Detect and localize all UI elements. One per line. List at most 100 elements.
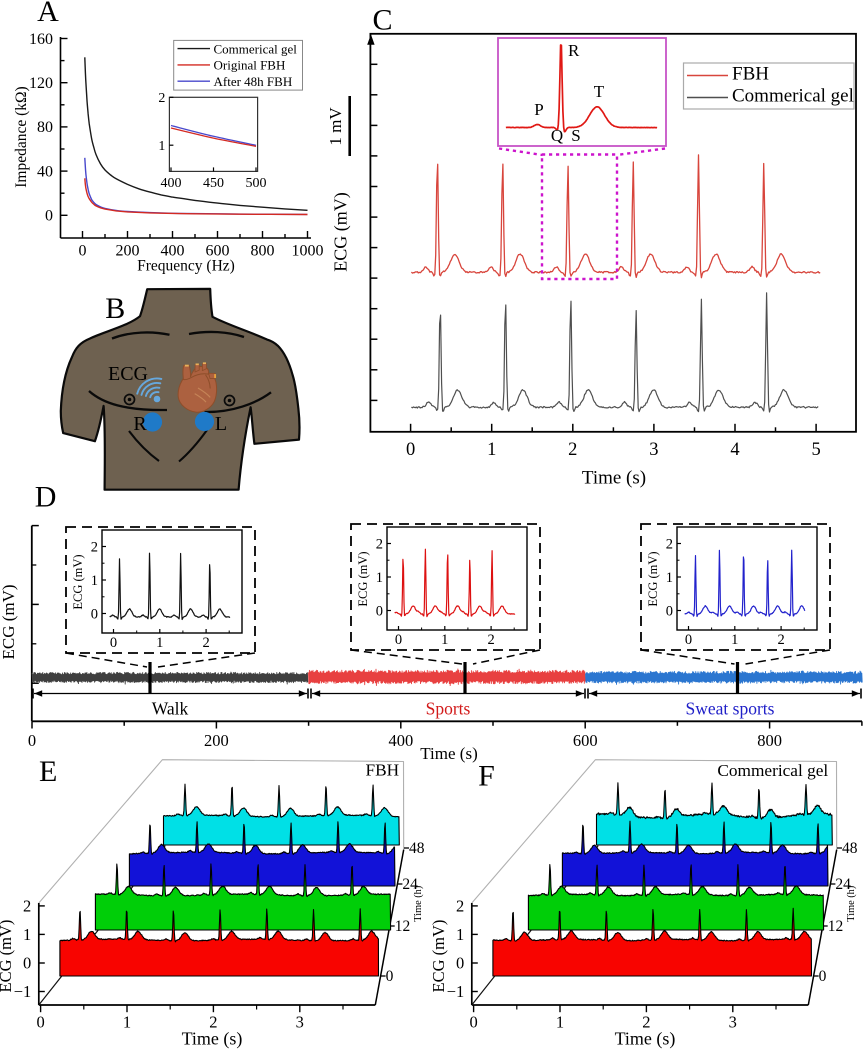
svg-text:Impedance (kΩ): Impedance (kΩ) [13,86,30,187]
svg-text:Time (h): Time (h) [413,886,424,922]
svg-text:120: 120 [29,75,53,92]
svg-text:0: 0 [456,954,464,973]
svg-text:0: 0 [395,632,402,648]
svg-text:L: L [215,413,227,435]
svg-text:2: 2 [158,91,165,106]
svg-text:Commerical gel: Commerical gel [214,41,298,56]
svg-text:0: 0 [819,968,827,985]
svg-text:400: 400 [388,731,413,750]
svg-text:Commerical gel: Commerical gel [732,85,854,106]
svg-text:Walk: Walk [152,699,189,719]
svg-text:2: 2 [23,896,31,915]
svg-text:0: 0 [79,242,87,259]
svg-text:1: 1 [158,139,165,154]
svg-text:Time (s): Time (s) [420,744,477,763]
svg-text:Time (h): Time (h) [846,886,857,922]
svg-text:−1: −1 [14,982,32,1001]
svg-text:D: D [35,481,57,514]
svg-text:Commerical gel: Commerical gel [717,761,828,780]
svg-text:ECG (mV): ECG (mV) [646,551,660,606]
svg-text:2: 2 [777,632,784,648]
svg-text:400: 400 [161,176,182,191]
svg-text:1 mV: 1 mV [326,107,345,146]
svg-text:ECG (mV): ECG (mV) [429,920,448,993]
svg-text:1: 1 [123,1012,131,1031]
svg-text:S: S [571,126,580,145]
svg-text:1: 1 [376,570,383,586]
svg-text:C: C [372,4,392,37]
svg-text:Q: Q [551,126,563,145]
svg-text:ECG (mV): ECG (mV) [331,192,352,272]
svg-text:FBH: FBH [732,63,769,84]
svg-text:Sweat sports: Sweat sports [686,699,775,719]
svg-text:1: 1 [156,635,163,651]
svg-text:2: 2 [202,635,209,651]
svg-text:80: 80 [37,119,53,136]
svg-text:0: 0 [23,954,31,973]
svg-text:ECG: ECG [108,363,148,385]
svg-text:1: 1 [91,573,98,589]
svg-text:48: 48 [409,840,425,857]
svg-text:1: 1 [731,632,738,648]
svg-text:Time (s): Time (s) [615,1028,676,1049]
svg-text:400: 400 [161,242,185,259]
svg-text:500: 500 [246,176,267,191]
svg-text:After 48h FBH: After 48h FBH [214,74,293,89]
svg-text:Frequency (Hz): Frequency (Hz) [137,257,235,274]
svg-text:1: 1 [666,570,673,586]
svg-text:F: F [478,759,495,792]
svg-text:4: 4 [730,440,739,460]
svg-text:800: 800 [251,242,275,259]
svg-text:R: R [133,413,147,435]
svg-text:0: 0 [666,604,673,620]
svg-text:0: 0 [376,604,383,620]
svg-text:3: 3 [649,440,658,460]
svg-text:1: 1 [441,632,448,648]
svg-text:2: 2 [642,1012,650,1031]
svg-text:24: 24 [402,876,418,893]
svg-text:2: 2 [376,537,383,553]
svg-text:600: 600 [573,731,598,750]
svg-text:12: 12 [828,918,844,935]
svg-text:0: 0 [36,1012,44,1031]
svg-text:2: 2 [487,632,494,648]
svg-text:0: 0 [685,632,692,648]
svg-text:200: 200 [116,242,140,259]
svg-text:3: 3 [296,1012,304,1031]
svg-text:ECG (mV): ECG (mV) [71,554,85,609]
svg-text:FBH: FBH [365,760,399,779]
svg-text:A: A [37,0,59,28]
svg-text:1: 1 [23,925,31,944]
svg-text:600: 600 [206,242,230,259]
svg-text:0: 0 [406,440,415,460]
svg-text:12: 12 [395,918,411,935]
svg-text:800: 800 [757,731,782,750]
svg-text:0: 0 [110,635,117,651]
svg-text:0: 0 [386,968,394,985]
svg-text:ECG (mV): ECG (mV) [356,551,370,606]
svg-text:160: 160 [29,31,53,48]
svg-text:0: 0 [45,208,53,225]
svg-text:1: 1 [487,440,496,460]
svg-text:5: 5 [811,440,820,460]
svg-text:24: 24 [835,876,851,893]
svg-text:0: 0 [469,1012,477,1031]
svg-text:48: 48 [842,840,858,857]
svg-text:B: B [105,292,125,325]
svg-text:1: 1 [556,1012,564,1031]
svg-text:E: E [39,755,57,788]
svg-text:2: 2 [666,537,673,553]
svg-text:200: 200 [204,731,229,750]
svg-text:450: 450 [203,176,224,191]
svg-text:3: 3 [729,1012,737,1031]
svg-text:−1: −1 [447,982,465,1001]
svg-text:2: 2 [456,896,464,915]
svg-text:2: 2 [209,1012,217,1031]
svg-text:Time (s): Time (s) [182,1028,243,1049]
svg-text:1: 1 [456,925,464,944]
svg-text:R: R [568,41,580,60]
svg-text:ECG (mV): ECG (mV) [0,584,18,659]
svg-text:ECG (mV): ECG (mV) [0,920,15,993]
svg-text:Sports: Sports [426,699,471,719]
svg-text:40: 40 [37,163,53,180]
